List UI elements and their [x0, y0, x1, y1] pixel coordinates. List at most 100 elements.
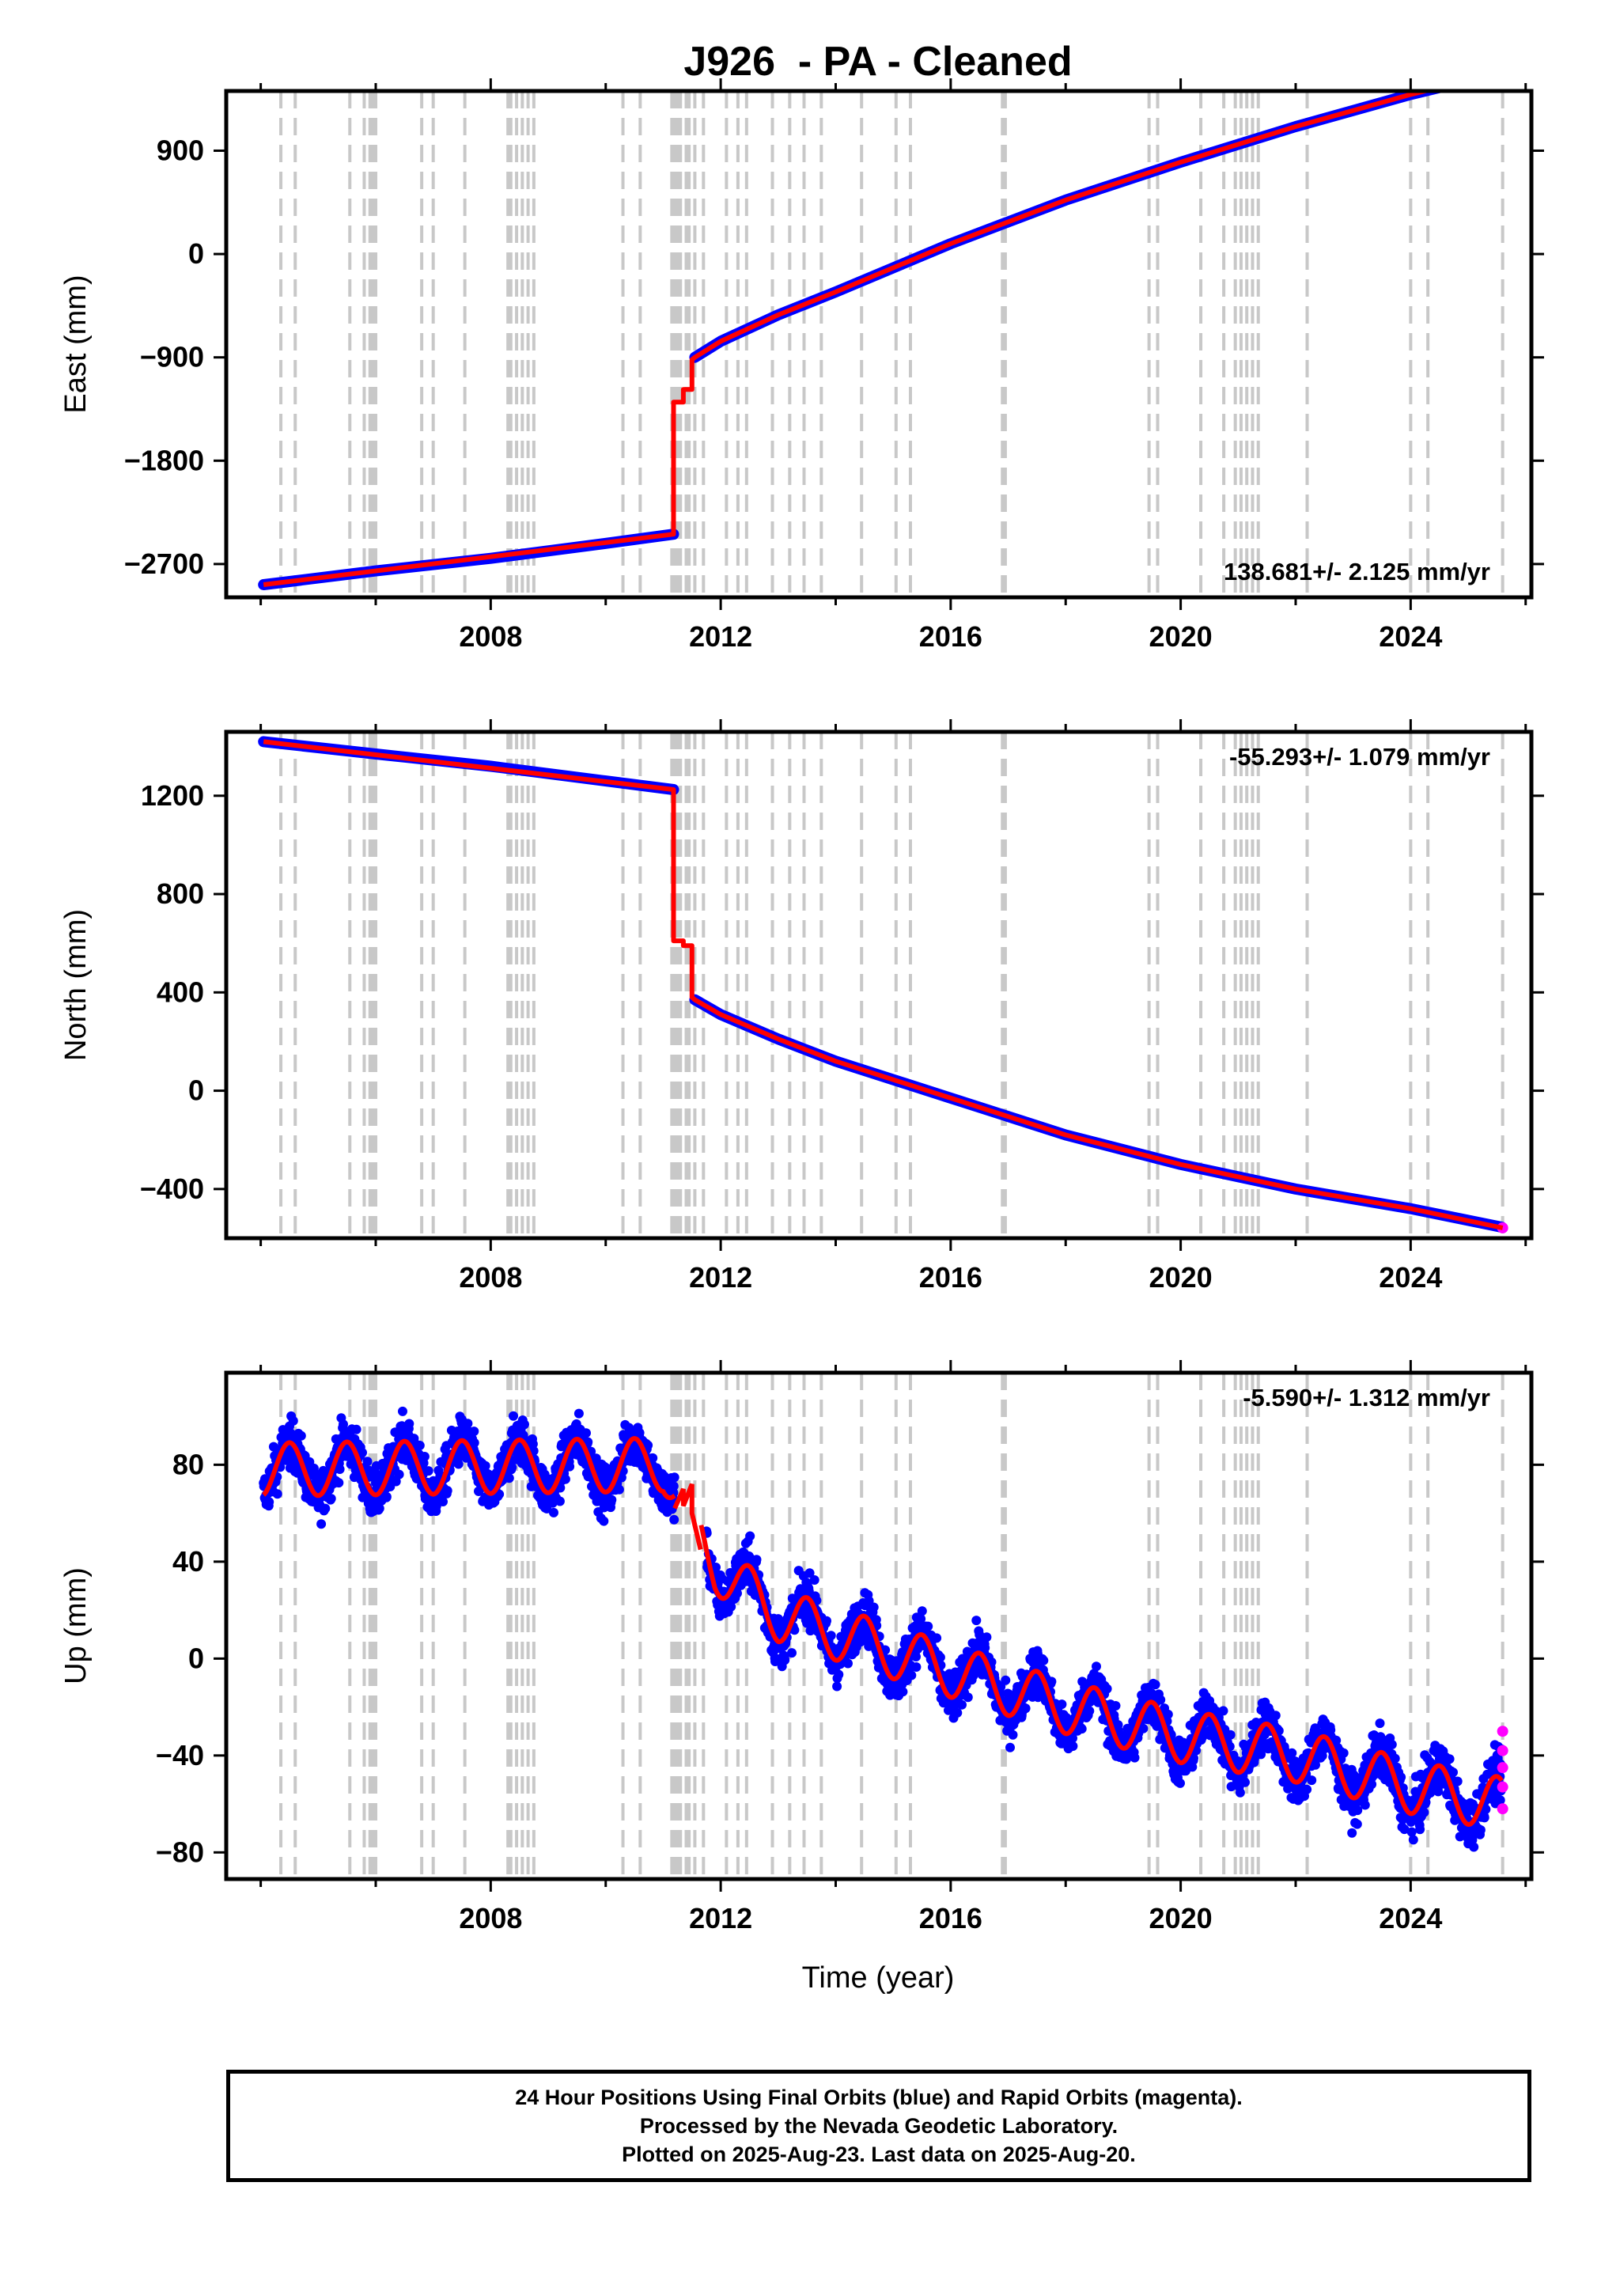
final-orbit-point — [351, 1424, 361, 1434]
final-orbit-point — [1396, 1772, 1406, 1783]
final-orbit-point — [780, 1655, 790, 1665]
final-orbit-point — [335, 1464, 345, 1474]
final-orbit-point — [374, 1503, 384, 1514]
rapid-orbit-point — [1497, 1745, 1508, 1756]
final-orbit-point — [1353, 1805, 1363, 1816]
final-orbit-point — [1287, 1748, 1297, 1758]
final-orbit-point — [549, 1507, 558, 1517]
model-fit-line — [263, 91, 1436, 587]
x-tick-label: 2024 — [1379, 1902, 1442, 1934]
footer-line-orbits: 24 Hour Positions Using Final Orbits (bl… — [515, 2086, 1243, 2109]
final-orbit-point — [917, 1606, 927, 1616]
final-orbit-point — [1156, 1695, 1166, 1705]
final-orbits-series — [689, 91, 1449, 363]
chart-title: J926 - PA - Cleaned — [683, 39, 1072, 85]
y-tick-label: 800 — [157, 877, 204, 910]
final-orbit-point — [1415, 1824, 1425, 1835]
x-tick-label: 2020 — [1149, 1261, 1213, 1294]
final-orbit-point — [1352, 1819, 1362, 1829]
final-orbit-point — [442, 1486, 452, 1496]
x-tick-label: 2024 — [1379, 620, 1442, 653]
rapid-orbit-point — [1497, 1726, 1508, 1737]
final-orbit-point — [980, 1642, 990, 1653]
final-orbit-point — [507, 1462, 517, 1472]
final-orbit-point — [648, 1453, 658, 1463]
final-orbit-point — [669, 1472, 679, 1483]
final-orbit-point — [398, 1406, 407, 1416]
final-orbit-point — [916, 1614, 926, 1624]
final-orbit-point — [787, 1648, 797, 1658]
final-orbit-point — [1249, 1754, 1259, 1764]
final-orbit-point — [1375, 1718, 1385, 1729]
final-orbit-point — [935, 1652, 945, 1662]
final-orbit-point — [560, 1474, 570, 1484]
final-orbit-point — [469, 1438, 479, 1448]
rate-label: -5.590+/- 1.312 mm/yr — [1243, 1384, 1490, 1411]
final-orbit-point — [509, 1411, 518, 1421]
final-orbit-point — [843, 1658, 853, 1669]
up-panel: 2008 2012 2016 2020 2024 −80 −40 0 40 80 Up (mm) -5… — [59, 1360, 1544, 1934]
final-orbit-point — [826, 1631, 836, 1641]
final-orbit-point — [404, 1419, 414, 1429]
final-orbit-point — [804, 1568, 815, 1578]
final-orbit-point — [1479, 1813, 1489, 1823]
y-tick-label: −400 — [140, 1173, 204, 1205]
final-orbit-point — [1448, 1767, 1458, 1778]
final-orbit-point — [1102, 1684, 1112, 1694]
final-orbit-point — [1338, 1748, 1349, 1758]
final-orbit-point — [264, 1497, 274, 1507]
x-tick-label: 2008 — [459, 1902, 522, 1934]
final-orbit-point — [381, 1491, 392, 1502]
plot-frame — [224, 729, 1534, 1241]
final-orbit-point — [789, 1625, 800, 1635]
y-tick-label: 40 — [172, 1545, 204, 1578]
final-orbit-point — [906, 1670, 917, 1680]
final-orbit-point — [923, 1621, 933, 1631]
final-orbit-point — [668, 1481, 679, 1491]
y-tick-label: 80 — [172, 1448, 204, 1480]
final-orbit-point — [1387, 1740, 1397, 1749]
final-orbit-point — [1130, 1752, 1140, 1763]
final-orbit-point — [554, 1496, 565, 1506]
final-orbits-series — [689, 994, 1508, 1233]
footer-line-processed: Processed by the Nevada Geodetic Laborat… — [639, 2114, 1118, 2138]
final-orbit-point — [438, 1497, 448, 1506]
final-orbit-point — [1317, 1751, 1327, 1761]
final-orbit-point — [520, 1419, 529, 1430]
final-orbit-point — [880, 1645, 891, 1655]
final-orbit-point — [599, 1516, 609, 1526]
x-tick-label: 2008 — [459, 1261, 522, 1294]
y-tick-label: 900 — [157, 134, 204, 166]
final-orbit-point — [469, 1426, 479, 1437]
x-tick-label: 2012 — [689, 1902, 752, 1934]
final-orbit-point — [996, 1681, 1006, 1692]
final-orbit-point — [957, 1699, 967, 1710]
y-axis-label: Up (mm) — [59, 1567, 93, 1684]
final-orbit-point — [1270, 1711, 1281, 1721]
footer-line-plotted: Plotted on 2025-Aug-23. Last data on 202… — [622, 2143, 1136, 2166]
rate-label: -55.293+/- 1.079 mm/yr — [1229, 743, 1490, 771]
rapid-orbit-point — [1497, 1803, 1508, 1815]
rate-label: 138.681+/- 2.125 mm/yr — [1224, 558, 1490, 585]
x-tick-label: 2012 — [689, 620, 752, 653]
final-orbit-point — [1226, 1782, 1236, 1792]
final-orbit-point — [1189, 1753, 1198, 1764]
final-orbit-point — [296, 1430, 306, 1441]
x-tick-label: 2020 — [1149, 620, 1213, 653]
y-tick-label: 1200 — [141, 779, 204, 812]
y-tick-label: −900 — [140, 341, 204, 373]
final-orbit-point — [1218, 1706, 1228, 1716]
rapid-orbit-point — [1497, 1762, 1508, 1774]
y-tick-label: 0 — [188, 1642, 204, 1674]
final-orbit-point — [1039, 1655, 1049, 1665]
final-orbit-point — [732, 1588, 742, 1598]
final-orbit-point — [1047, 1677, 1057, 1687]
final-orbit-point — [834, 1669, 844, 1680]
plot-frame — [224, 89, 1534, 600]
final-orbit-point — [1175, 1778, 1185, 1788]
final-orbit-point — [555, 1483, 566, 1493]
final-orbit-point — [1001, 1675, 1011, 1685]
final-orbit-point — [463, 1419, 473, 1429]
x-tick-label: 2020 — [1149, 1902, 1213, 1934]
